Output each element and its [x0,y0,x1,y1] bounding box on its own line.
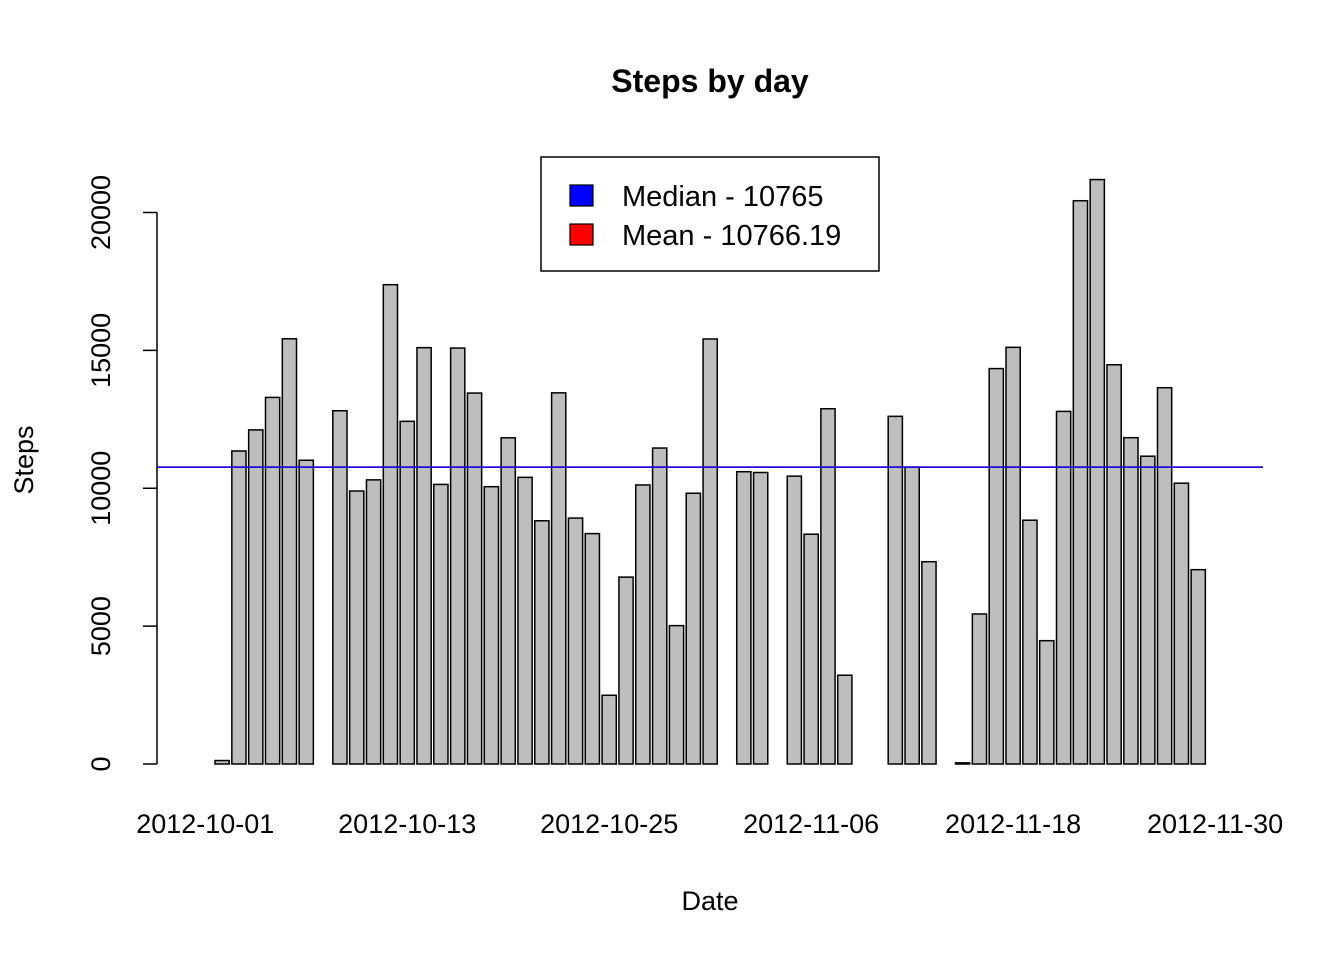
bar-2012-10-23 [567,517,584,765]
bar-2012-10-04 [247,429,264,765]
bar-2012-11-15 [954,762,971,765]
bar-2012-10-07 [298,459,315,765]
legend-label: Median - 10765 [622,181,824,213]
bar-2012-10-29 [668,624,685,765]
chart-title: Steps by day [611,63,809,99]
legend-swatch [569,223,594,246]
bar-2012-10-05 [264,396,281,765]
bar-2012-10-13 [399,420,416,765]
bar-2012-11-23 [1089,178,1106,765]
legend: Median - 10765 Mean - 10766.19 [540,156,880,272]
bar-2012-10-20 [517,476,533,765]
bar-2012-11-25 [1123,436,1139,765]
bar-2012-10-28 [651,447,668,765]
x-tick-label: 2012-10-13 [338,809,476,839]
y-axis-label: Steps [9,425,39,494]
bar-2012-10-11 [365,479,382,765]
y-axis: 0 5000 10000 15000 20000 [86,175,158,772]
bar-2012-11-06 [803,533,819,765]
y-tick-label: 5000 [86,596,116,656]
bar-2012-10-31 [702,338,719,765]
legend-swatch [569,184,594,207]
x-tick-label: 2012-10-25 [540,809,678,839]
legend-box [540,156,880,272]
y-tick-label: 10000 [86,451,116,526]
bar-2012-11-26 [1139,455,1156,765]
bar-2012-10-06 [281,338,298,765]
bar-2012-10-18 [483,485,500,765]
bar-2012-11-05 [786,475,803,765]
bar-2012-10-17 [466,392,483,765]
bar-2012-11-28 [1173,482,1190,765]
bar-2012-10-10 [348,490,365,765]
bar-2012-10-16 [449,347,466,765]
bar-2012-11-17 [988,367,1005,765]
bar-2012-10-25 [601,694,618,765]
bar-2012-11-11 [887,415,904,765]
x-tick-label: 2012-11-30 [1147,809,1283,839]
y-tick-label: 20000 [86,175,116,250]
bar-2012-10-27 [635,484,651,765]
x-axis-label: Date [681,886,738,916]
bar-2012-10-21 [534,520,550,765]
bar-2012-11-18 [1005,346,1021,765]
bar-2012-11-21 [1055,410,1072,765]
bar-2012-10-22 [550,392,567,765]
x-tick-label: 2012-11-06 [743,809,879,839]
bar-2012-10-12 [382,283,399,765]
bar-2012-11-29 [1190,568,1207,765]
bar-2012-10-02 [214,759,230,765]
bar-2012-11-20 [1038,639,1055,765]
bar-2012-11-12 [904,466,920,765]
bars [214,178,1207,765]
bar-2012-10-30 [685,492,702,765]
bar-2012-10-19 [500,437,517,765]
bar-2012-10-09 [332,409,348,765]
bar-2012-10-03 [231,450,247,765]
x-axis: 2012-10-01 2012-10-13 2012-10-25 2012-11-06… [136,809,1283,839]
bar-2012-11-03 [752,471,769,765]
bar-2012-11-27 [1156,386,1173,765]
y-tick-label: 0 [86,756,116,771]
bar-2012-10-26 [618,576,634,765]
bar-2012-11-07 [820,408,836,765]
bar-2012-10-14 [416,346,432,765]
bar-2012-11-02 [735,470,752,765]
bar-2012-10-24 [584,532,601,765]
bar-2012-11-13 [921,560,937,765]
legend-label: Mean - 10766.19 [622,220,841,252]
bar-2012-10-15 [433,483,449,765]
y-tick-label: 15000 [86,313,116,388]
x-tick-label: 2012-11-18 [945,809,1081,839]
bar-2012-11-24 [1106,364,1122,765]
bar-2012-11-08 [836,674,853,765]
x-tick-label: 2012-10-01 [136,809,274,839]
bar-2012-11-22 [1072,199,1089,765]
bar-2012-11-19 [1022,519,1038,765]
bar-2012-11-16 [971,613,988,765]
